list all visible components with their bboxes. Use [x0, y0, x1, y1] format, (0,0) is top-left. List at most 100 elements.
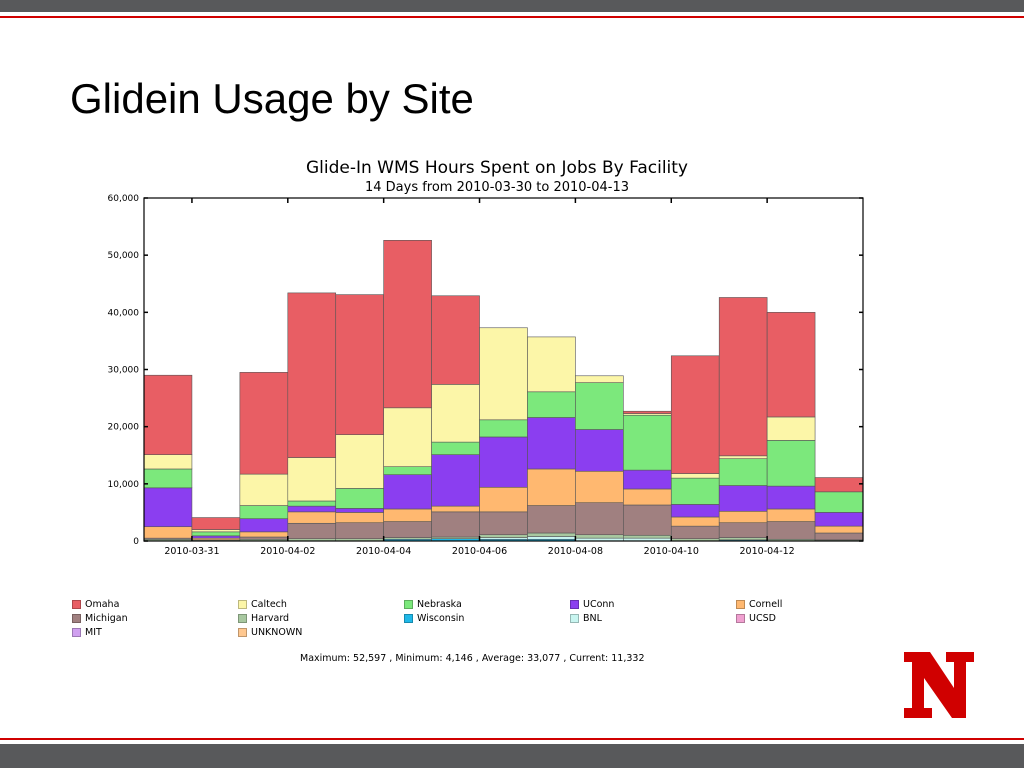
bottom-banner-bar [0, 744, 1024, 768]
bottom-red-rule [0, 738, 1024, 740]
stacked-bar-chart: Glide-In WMS Hours Spent on Jobs By Faci… [108, 158, 864, 557]
chart-subtitle: 14 Days from 2010-03-30 to 2010-04-13 [365, 180, 629, 195]
bar-segment-caltech-2010-04-01 [239, 473, 289, 506]
bar-segment-omaha-2010-04-09 [623, 410, 672, 414]
y-tick-label: 10,000 [108, 480, 140, 490]
legend-label: Wisconsin [417, 612, 465, 624]
y-tick-label: 40,000 [108, 308, 140, 318]
bar-segment-caltech-2010-04-08 [575, 375, 624, 383]
bar-segment-uconn-2010-03-30 [143, 487, 193, 528]
bar-segment-omaha-2010-03-31 [191, 517, 241, 530]
bar-segment-nebraska-2010-04-13 [814, 491, 864, 513]
legend-swatch [736, 599, 745, 609]
legend-label: Michigan [85, 612, 128, 624]
bar-segment-harvard-2010-04-07 [527, 532, 576, 537]
legend-label: UCSD [749, 612, 776, 624]
top-red-rule [0, 16, 1024, 18]
bar-segment-nebraska-2010-04-09 [623, 414, 672, 471]
bar-segment-harvard-2010-04-11 [718, 537, 768, 541]
bar-segment-omaha-2010-03-30 [143, 374, 193, 455]
bar-segment-caltech-2010-04-10 [670, 473, 720, 479]
bar-segment-nebraska-2010-04-04 [383, 466, 432, 475]
x-tick-label: 2010-04-12 [740, 546, 795, 557]
bar-segment-harvard-2010-04-08 [575, 534, 624, 539]
bar-segment-michigan-2010-04-02 [287, 522, 337, 540]
legend-swatch [238, 599, 247, 609]
bar-segment-uconn-2010-04-08 [575, 429, 624, 472]
bar-segment-caltech-2010-04-05 [431, 384, 480, 443]
bar-segment-cornell-2010-04-12 [766, 508, 816, 522]
y-tick-label: 60,000 [108, 194, 140, 204]
bar-segment-uconn-2010-04-03 [335, 508, 384, 513]
bar-segment-nebraska-2010-04-11 [718, 458, 768, 486]
bar-segment-cornell-2010-04-01 [239, 531, 289, 538]
bar-segment-cornell-2010-04-05 [431, 505, 480, 513]
bar-segment-omaha-2010-04-05 [431, 295, 480, 385]
legend-item-unknown: UNKNOWN [238, 626, 404, 638]
x-tick-label: 2010-03-31 [164, 546, 219, 557]
x-tick-label: 2010-04-08 [548, 546, 603, 557]
bar-segment-uconn-2010-04-13 [814, 512, 864, 527]
bar-segment-nebraska-2010-04-02 [287, 500, 337, 507]
bar-segment-cornell-2010-04-08 [575, 470, 624, 503]
bars-layer [143, 240, 864, 542]
bar-segment-caltech-2010-03-30 [143, 454, 193, 470]
bar-segment-caltech-2010-03-31 [191, 529, 241, 533]
legend-swatch [72, 613, 81, 623]
legend-label: UNKNOWN [251, 626, 303, 638]
bar-segment-omaha-2010-04-03 [335, 294, 384, 435]
legend-label: MIT [85, 626, 102, 638]
bar-segment-nebraska-2010-04-07 [527, 391, 576, 418]
legend-item-ucsd: UCSD [736, 612, 902, 624]
legend-item-harvard: Harvard [238, 612, 404, 624]
bar-segment-omaha-2010-04-10 [670, 355, 720, 474]
legend-label: Omaha [85, 598, 120, 610]
bar-segment-cornell-2010-04-04 [383, 508, 432, 522]
bar-segment-uconn-2010-04-09 [623, 469, 672, 490]
y-tick-label: 20,000 [108, 423, 140, 433]
bar-segment-michigan-2010-04-04 [383, 521, 432, 538]
legend-swatch [736, 613, 745, 623]
bar-segment-michigan-2010-04-10 [670, 525, 720, 540]
legend-swatch [238, 613, 247, 623]
bar-segment-nebraska-2010-04-12 [766, 440, 816, 487]
bar-segment-uconn-2010-04-12 [766, 485, 816, 510]
bar-segment-cornell-2010-03-30 [143, 526, 193, 539]
slide-title: Glidein Usage by Site [70, 75, 474, 122]
bar-segment-caltech-2010-04-02 [287, 457, 337, 502]
bar-segment-omaha-2010-04-13 [814, 477, 864, 493]
bar-segment-omaha-2010-04-04 [383, 240, 432, 409]
legend-label: UConn [583, 598, 615, 610]
bar-segment-michigan-2010-04-01 [239, 536, 289, 540]
bar-segment-nebraska-2010-04-03 [335, 488, 384, 509]
bar-segment-harvard-2010-04-06 [479, 534, 528, 538]
bar-segment-uconn-2010-03-31 [191, 535, 241, 539]
bar-segment-cornell-2010-04-13 [814, 525, 864, 534]
legend-item-wisconsin: Wisconsin [404, 612, 570, 624]
bar-segment-uconn-2010-04-05 [431, 454, 480, 507]
bar-segment-uconn-2010-04-07 [527, 417, 576, 470]
bar-segment-nebraska-2010-04-05 [431, 441, 480, 455]
bar-segment-michigan-2010-04-06 [479, 511, 528, 536]
bar-segment-uconn-2010-04-01 [239, 518, 289, 533]
bar-segment-uconn-2010-04-10 [670, 504, 720, 518]
bar-segment-caltech-2010-04-12 [766, 416, 816, 441]
legend-label: Nebraska [417, 598, 462, 610]
bar-segment-michigan-2010-04-05 [431, 511, 480, 538]
legend-swatch [72, 599, 81, 609]
legend-label: Caltech [251, 598, 287, 610]
x-tick-label: 2010-04-10 [644, 546, 699, 557]
y-tick-label: 0 [133, 537, 139, 547]
bar-segment-uconn-2010-04-11 [718, 485, 768, 512]
bar-segment-cornell-2010-04-02 [287, 511, 337, 524]
bar-segment-caltech-2010-04-06 [479, 327, 528, 421]
bar-segment-omaha-2010-04-01 [239, 372, 289, 475]
bar-segment-michigan-2010-04-07 [527, 505, 576, 534]
bar-segment-omaha-2010-04-11 [718, 297, 768, 457]
legend-item-caltech: Caltech [238, 598, 404, 610]
bar-segment-cornell-2010-04-10 [670, 516, 720, 527]
bar-segment-caltech-2010-04-03 [335, 434, 384, 489]
bar-segment-michigan-2010-04-11 [718, 522, 768, 538]
chart-legend: Omaha Caltech Nebraska UConn Cornell Michigan… [72, 598, 912, 638]
bar-segment-caltech-2010-04-04 [383, 407, 432, 467]
